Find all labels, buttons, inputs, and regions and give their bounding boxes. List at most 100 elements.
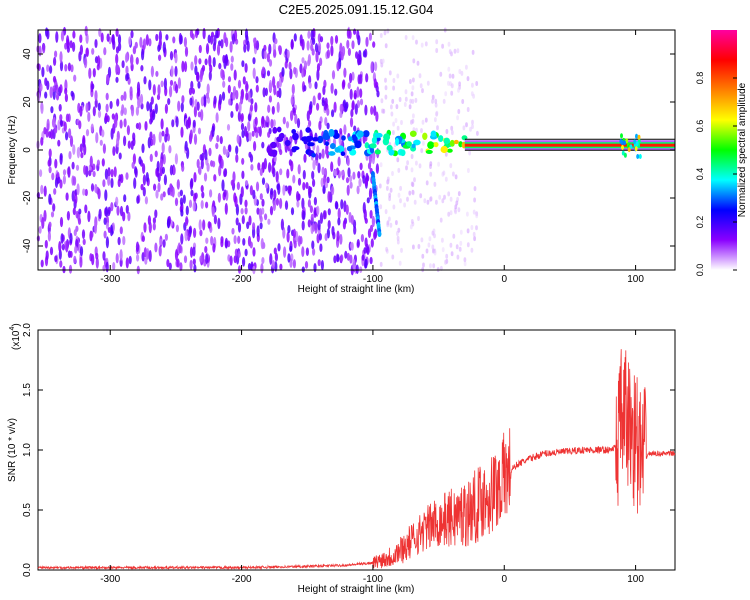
spectrogram-cell: [131, 161, 135, 169]
spectrogram-cell: [316, 68, 320, 81]
spectrogram-cell: [313, 196, 317, 206]
spectrogram-cell: [364, 179, 368, 187]
spectrogram-cell: [438, 194, 442, 200]
spectrogram-cell: [337, 156, 341, 167]
spectrogram-cell: [391, 98, 395, 104]
spectrogram-cell: [103, 47, 107, 56]
spectrogram-cell: [462, 125, 466, 131]
spectrogram-cell: [392, 204, 396, 210]
spectrogram-cell: [174, 52, 178, 64]
spectrogram-cell: [349, 254, 353, 264]
spectrogram-cell: [39, 169, 43, 177]
spectrogram-cell: [200, 185, 204, 193]
spectrogram-cell: [158, 30, 162, 43]
spectrogram-cell: [263, 50, 267, 60]
x-tick-label: 100: [627, 274, 644, 285]
spectrogram-cell: [76, 146, 80, 159]
spectrogram-cell: [329, 143, 336, 150]
spectrogram-cell: [436, 125, 439, 131]
spectrogram-cell: [284, 60, 288, 69]
spectrogram-cell: [73, 255, 77, 264]
spectrogram-cell: [273, 49, 277, 58]
spectrogram-cell: [319, 57, 323, 67]
spectrogram-cell: [215, 112, 219, 123]
spectrogram-cell: [227, 76, 232, 83]
spectrogram-cell: [363, 208, 367, 221]
spectrogram-cell: [466, 242, 470, 248]
spectrogram-cell: [135, 241, 140, 253]
spectrogram-cell: [58, 240, 62, 253]
spectrogram-cell: [110, 177, 114, 189]
spectrogram-cell: [185, 205, 189, 216]
spectrogram-cell: [447, 191, 451, 197]
spectrogram-cell: [318, 233, 322, 241]
spectrogram-cell: [324, 116, 328, 126]
spectrogram-cell: [392, 78, 396, 83]
spectrogram-cell: [621, 145, 624, 150]
spectrogram-cell: [107, 226, 111, 234]
spectrogram-cell: [225, 37, 229, 48]
spectrogram-cell: [107, 174, 111, 186]
spectrogram-cell: [252, 247, 256, 257]
spectrogram-cell: [65, 131, 69, 141]
spectrogram-cell: [237, 250, 241, 258]
spectrogram-cell: [125, 204, 129, 214]
spectrogram-cell: [67, 62, 71, 72]
spectrogram-cell: [261, 198, 265, 207]
spectrogram-cell: [205, 201, 209, 209]
spectrogram-cell: [341, 45, 346, 57]
spectrogram-cell: [305, 127, 312, 133]
spectrogram-cell: [105, 103, 109, 113]
spectrogram-cell: [116, 205, 120, 216]
spectrogram-cell: [179, 262, 183, 272]
spectrogram-cell: [208, 70, 212, 81]
spectrogram-cell: [439, 217, 443, 223]
spectrogram-cell: [327, 208, 331, 216]
spectrogram-cell: [142, 163, 146, 174]
spectrogram-cell: [261, 116, 265, 129]
spectrogram-cell: [140, 65, 144, 72]
spectrogram-cell: [249, 241, 253, 249]
spectrogram-cell: [438, 135, 444, 143]
spectrogram-cell: [64, 63, 68, 72]
spectrogram-cell: [352, 258, 356, 270]
spectrogram-cell: [404, 89, 408, 95]
spectrogram-cell: [340, 199, 344, 210]
spectrogram-cell: [470, 225, 474, 230]
spectrogram-cell: [445, 253, 449, 259]
spectrogram-cell: [281, 67, 285, 77]
spectrogram-cell: [225, 148, 229, 158]
spectrogram-cell: [421, 253, 425, 259]
spectrogram-cell: [238, 101, 242, 113]
spectrogram-cell: [212, 57, 216, 68]
spectrogram-cell: [118, 152, 122, 160]
spectrogram-cell: [456, 115, 459, 121]
spectrogram-cell: [253, 141, 257, 152]
spectrogram-cell: [191, 88, 195, 95]
spectrogram-cell: [149, 118, 153, 125]
spectrogram-cell: [43, 209, 47, 222]
spectrogram-cell: [226, 123, 231, 131]
spectrogram-cell: [62, 169, 67, 176]
spectrogram-cell: [458, 81, 461, 87]
spectrogram-cell: [264, 213, 268, 221]
spectrogram-cell: [96, 159, 100, 167]
spectrogram-cell: [269, 253, 273, 266]
spectrogram-cell: [123, 118, 127, 128]
spectrogram-cell: [279, 149, 283, 156]
spectrogram-cell: [244, 179, 249, 187]
spectrogram-cell: [248, 131, 252, 142]
spectrogram-cell: [280, 218, 284, 231]
spectrogram-cell: [189, 259, 193, 270]
snr-x-ticks: -300 -200 -100 0 100: [100, 330, 644, 585]
spectrogram-cell: [79, 246, 84, 257]
spectrogram-cell: [175, 83, 179, 94]
spectrogram-cell: [450, 251, 454, 257]
spectrogram-cell: [411, 118, 415, 124]
spectrogram-cell: [99, 139, 103, 146]
spectrogram-cell: [273, 84, 277, 96]
spectrogram-cell: [241, 157, 245, 165]
spectrogram-cell: [163, 174, 167, 186]
spectrogram-cell: [439, 71, 443, 77]
spectrogram-cell: [115, 46, 120, 54]
